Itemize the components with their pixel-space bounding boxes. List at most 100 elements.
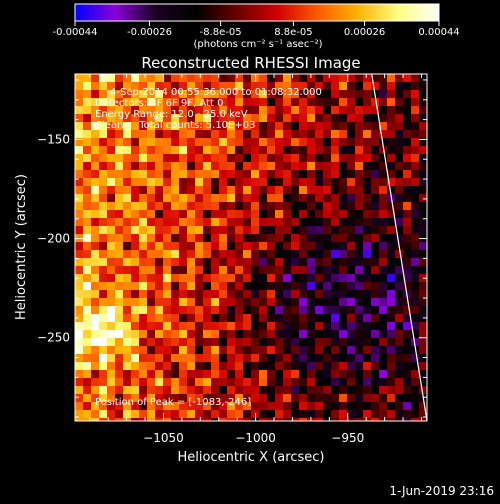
heatmap-cell bbox=[419, 178, 427, 186]
heatmap-cell bbox=[211, 394, 219, 402]
heatmap-cell bbox=[267, 418, 275, 421]
heatmap-cell bbox=[179, 226, 187, 234]
heatmap-cell bbox=[75, 162, 83, 170]
heatmap-cell bbox=[259, 290, 267, 298]
x-tick-label: −950 bbox=[331, 431, 364, 445]
heatmap-cell bbox=[171, 194, 179, 202]
heatmap-cell bbox=[163, 202, 171, 210]
heatmap-cell bbox=[75, 194, 83, 202]
heatmap-cell bbox=[259, 98, 267, 106]
heatmap-cell bbox=[139, 338, 147, 346]
heatmap-cell bbox=[115, 258, 123, 266]
heatmap-cell bbox=[235, 250, 243, 258]
heatmap-cell bbox=[299, 154, 307, 162]
heatmap-cell bbox=[155, 146, 163, 154]
heatmap-cell bbox=[371, 74, 379, 82]
heatmap-cell bbox=[379, 394, 387, 402]
heatmap-cell bbox=[291, 218, 299, 226]
heatmap-cell bbox=[187, 218, 195, 226]
y-tick-label: −250 bbox=[37, 331, 70, 345]
heatmap-cell bbox=[171, 74, 179, 82]
heatmap-cell bbox=[251, 130, 259, 138]
heatmap-cell bbox=[99, 378, 107, 386]
heatmap-cell bbox=[171, 386, 179, 394]
heatmap-cell bbox=[259, 154, 267, 162]
heatmap-cell bbox=[339, 226, 347, 234]
heatmap-cell bbox=[291, 378, 299, 386]
heatmap-cell bbox=[387, 314, 395, 322]
heatmap-cell bbox=[195, 170, 203, 178]
heatmap-cell bbox=[155, 306, 163, 314]
heatmap-cell bbox=[339, 210, 347, 218]
heatmap-cell bbox=[283, 322, 291, 330]
heatmap-cell bbox=[123, 210, 131, 218]
heatmap-cell bbox=[251, 114, 259, 122]
heatmap-cell bbox=[355, 402, 363, 410]
heatmap-cell bbox=[107, 362, 115, 370]
heatmap-cell bbox=[419, 202, 427, 210]
heatmap-cell bbox=[83, 362, 91, 370]
heatmap-cell bbox=[195, 210, 203, 218]
heatmap-cell bbox=[315, 410, 323, 418]
heatmap-cell bbox=[227, 130, 235, 138]
heatmap-cell bbox=[163, 114, 171, 122]
heatmap-cell bbox=[331, 306, 339, 314]
heatmap-cell bbox=[195, 394, 203, 402]
heatmap-cell bbox=[131, 330, 139, 338]
heatmap-cell bbox=[155, 410, 163, 418]
heatmap-cell bbox=[403, 146, 411, 154]
heatmap-cell bbox=[123, 378, 131, 386]
heatmap-cell bbox=[187, 402, 195, 410]
heatmap-cell bbox=[355, 274, 363, 282]
heatmap-cell bbox=[139, 410, 147, 418]
heatmap-cell bbox=[331, 314, 339, 322]
heatmap-cell bbox=[155, 266, 163, 274]
heatmap-cell bbox=[355, 210, 363, 218]
heatmap-cell bbox=[283, 378, 291, 386]
heatmap-cell bbox=[267, 218, 275, 226]
heatmap-cell bbox=[299, 74, 307, 82]
heatmap-cell bbox=[115, 410, 123, 418]
heatmap-cell bbox=[115, 186, 123, 194]
heatmap-cell bbox=[395, 258, 403, 266]
heatmap-cell bbox=[75, 138, 83, 146]
heatmap-cell bbox=[187, 194, 195, 202]
heatmap-cell bbox=[267, 242, 275, 250]
heatmap-cell bbox=[91, 154, 99, 162]
heatmap-cell bbox=[155, 218, 163, 226]
heatmap-cell bbox=[195, 290, 203, 298]
heatmap-cell bbox=[131, 410, 139, 418]
heatmap-cell bbox=[251, 170, 259, 178]
heatmap-cell bbox=[283, 82, 291, 90]
heatmap-cell bbox=[315, 394, 323, 402]
heatmap-cell bbox=[139, 74, 147, 82]
heatmap-cell bbox=[411, 306, 419, 314]
heatmap-cell bbox=[123, 98, 131, 106]
heatmap-cell bbox=[323, 162, 331, 170]
heatmap-cell bbox=[315, 330, 323, 338]
heatmap-cell bbox=[363, 306, 371, 314]
heatmap-cell bbox=[243, 330, 251, 338]
heatmap-cell bbox=[179, 386, 187, 394]
heatmap-cell bbox=[275, 418, 283, 421]
heatmap-cell bbox=[259, 210, 267, 218]
heatmap-cell bbox=[307, 130, 315, 138]
heatmap-cell bbox=[395, 370, 403, 378]
heatmap-cell bbox=[91, 130, 99, 138]
heatmap-cell bbox=[363, 194, 371, 202]
heatmap-cell bbox=[411, 266, 419, 274]
heatmap-cell bbox=[115, 394, 123, 402]
heatmap-cell bbox=[187, 258, 195, 266]
heatmap-cell bbox=[131, 114, 139, 122]
heatmap-cell bbox=[227, 226, 235, 234]
heatmap-cell bbox=[419, 298, 427, 306]
heatmap-cell bbox=[99, 170, 107, 178]
heatmap-cell bbox=[131, 370, 139, 378]
heatmap-cell bbox=[275, 274, 283, 282]
heatmap-cell bbox=[403, 250, 411, 258]
heatmap-cell bbox=[275, 218, 283, 226]
heatmap-cell bbox=[307, 410, 315, 418]
heatmap-cell bbox=[243, 402, 251, 410]
heatmap-cell bbox=[315, 314, 323, 322]
heatmap-cell bbox=[163, 386, 171, 394]
